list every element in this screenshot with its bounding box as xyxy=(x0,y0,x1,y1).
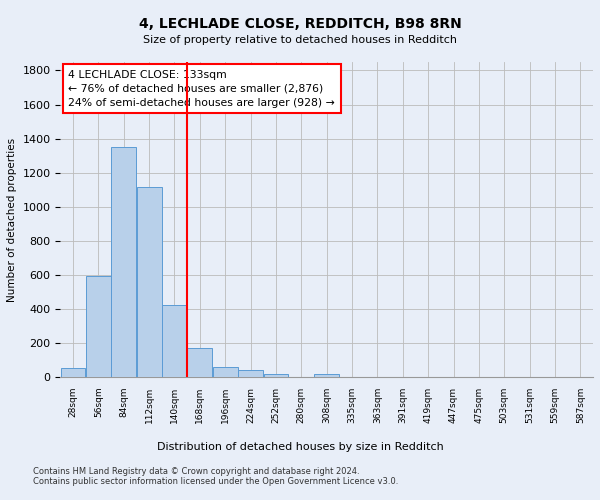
Text: Size of property relative to detached houses in Redditch: Size of property relative to detached ho… xyxy=(143,35,457,45)
Bar xyxy=(137,187,161,377)
Y-axis label: Number of detached properties: Number of detached properties xyxy=(7,138,17,302)
Text: 4, LECHLADE CLOSE, REDDITCH, B98 8RN: 4, LECHLADE CLOSE, REDDITCH, B98 8RN xyxy=(139,18,461,32)
Bar xyxy=(162,304,187,377)
Bar xyxy=(213,367,238,377)
Text: Contains public sector information licensed under the Open Government Licence v3: Contains public sector information licen… xyxy=(33,477,398,486)
Bar xyxy=(86,276,111,377)
Text: Distribution of detached houses by size in Redditch: Distribution of detached houses by size … xyxy=(157,442,443,452)
Bar xyxy=(187,348,212,377)
Bar xyxy=(263,374,289,377)
Text: Contains HM Land Registry data © Crown copyright and database right 2024.: Contains HM Land Registry data © Crown c… xyxy=(33,467,359,476)
Bar xyxy=(112,147,136,377)
Bar xyxy=(238,370,263,377)
Bar xyxy=(61,368,85,377)
Bar xyxy=(314,374,339,377)
Text: 4 LECHLADE CLOSE: 133sqm
← 76% of detached houses are smaller (2,876)
24% of sem: 4 LECHLADE CLOSE: 133sqm ← 76% of detach… xyxy=(68,70,335,108)
